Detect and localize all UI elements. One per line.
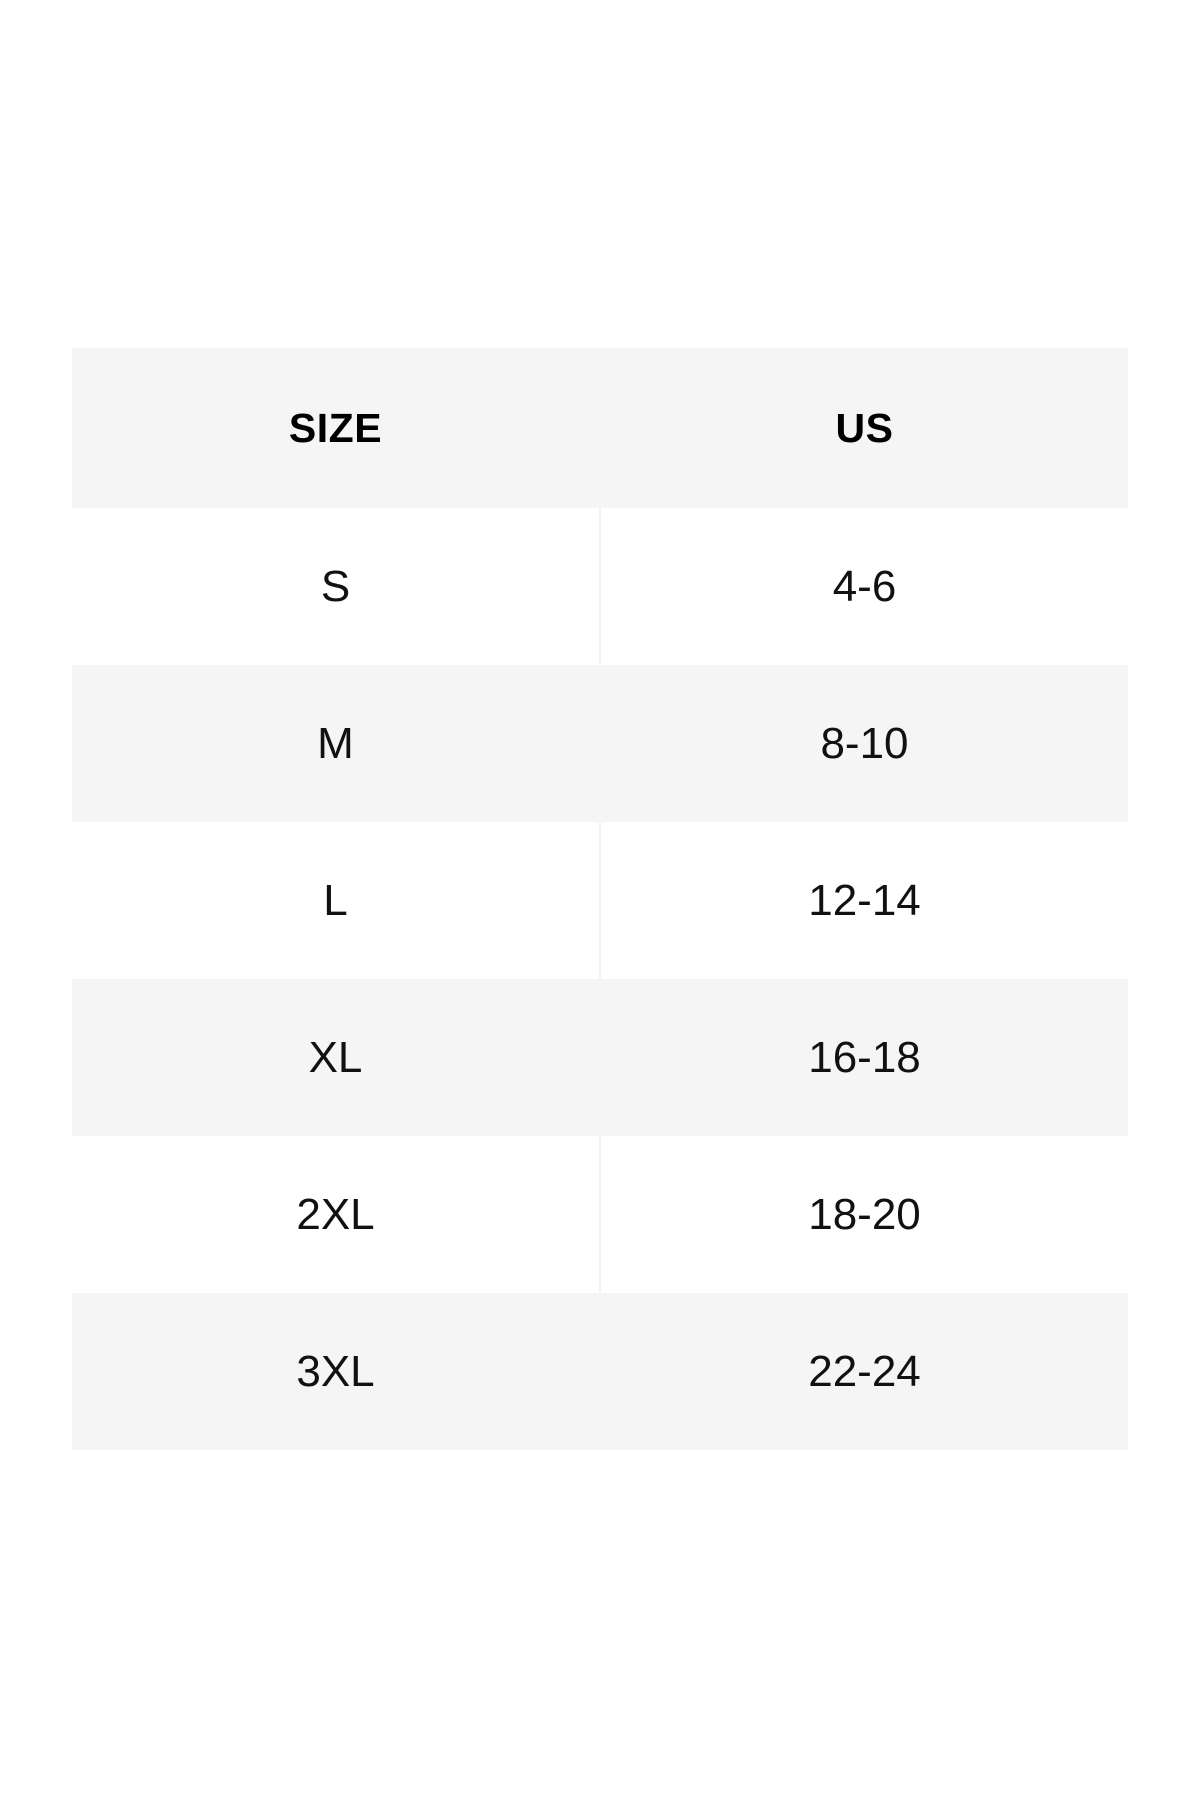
column-header-us: US [600,348,1128,508]
cell-us: 22-24 [600,1293,1128,1450]
cell-size: 3XL [72,1293,601,1450]
table-header-row: SIZE US [72,348,1128,508]
table-row: 3XL 22-24 [72,1293,1128,1450]
cell-size: M [72,665,601,822]
table-row: M 8-10 [72,665,1128,822]
size-chart-header: SIZE US [72,348,1128,508]
cell-size: 2XL [72,1136,601,1293]
table-row: S 4-6 [72,508,1128,665]
cell-size: S [72,508,601,665]
table-row: XL 16-18 [72,979,1128,1136]
cell-us: 18-20 [600,1136,1128,1293]
size-chart-table: SIZE US S 4-6 M 8-10 L 12-14 XL 16-18 [72,348,1128,1450]
table-row: 2XL 18-20 [72,1136,1128,1293]
cell-size: XL [72,979,601,1136]
cell-us: 12-14 [600,822,1128,979]
cell-us: 16-18 [600,979,1128,1136]
column-header-size: SIZE [72,348,601,508]
table-row: L 12-14 [72,822,1128,979]
cell-size: L [72,822,601,979]
cell-us: 4-6 [600,508,1128,665]
cell-us: 8-10 [600,665,1128,822]
size-chart-body: S 4-6 M 8-10 L 12-14 XL 16-18 2XL 18-20 … [72,508,1128,1450]
